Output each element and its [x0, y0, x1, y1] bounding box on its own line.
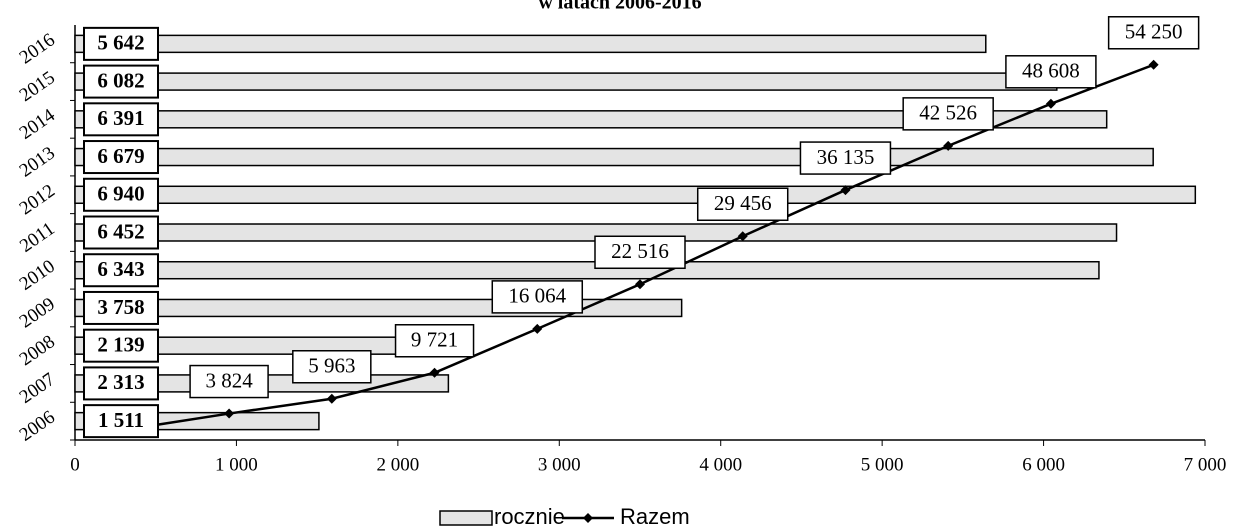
bar — [74, 72, 1058, 91]
y-tick-label: 2013 — [16, 143, 59, 182]
label-box — [83, 404, 159, 439]
bar — [74, 298, 683, 318]
line-value-label: 54 250 — [1125, 20, 1183, 44]
label-box — [902, 97, 994, 131]
bar — [74, 110, 1108, 129]
bar-value-label: 6 452 — [97, 219, 144, 243]
bar-value-label: 6 391 — [97, 106, 144, 130]
bar-value-label: 1 511 — [98, 408, 144, 432]
bar — [74, 34, 987, 54]
y-tick-label: 2008 — [16, 331, 59, 370]
label-box — [83, 177, 159, 212]
line-value-label: 36 135 — [817, 145, 875, 169]
label-box — [394, 324, 475, 358]
bar — [74, 185, 1197, 205]
marker — [635, 279, 645, 290]
marker — [1045, 98, 1056, 109]
label-box — [83, 253, 159, 288]
label-box — [83, 64, 159, 99]
x-tick-label: 3 000 — [538, 454, 581, 475]
x-tick-label: 4 000 — [699, 454, 742, 475]
x-tick-label: 5 000 — [861, 454, 904, 475]
label-box — [799, 141, 892, 175]
label-box — [83, 328, 159, 363]
marker — [224, 408, 235, 419]
marker — [532, 323, 543, 334]
y-tick-label: 2012 — [16, 180, 59, 219]
line-value-label: 22 516 — [611, 239, 669, 263]
y-tick-label: 2009 — [16, 294, 59, 333]
marker — [840, 185, 851, 196]
legend-swatch — [439, 510, 493, 526]
label-box — [83, 366, 159, 401]
line-value-label: 48 608 — [1022, 59, 1080, 83]
y-tick-label: 2010 — [16, 256, 59, 295]
line-value-label: 5 963 — [308, 354, 355, 378]
bar-value-label: 2 139 — [97, 332, 144, 356]
y-tick-label: 2006 — [16, 407, 59, 446]
y-tick-label: 2016 — [16, 29, 59, 68]
label-box — [83, 290, 159, 325]
line-value-label: 16 064 — [508, 284, 566, 308]
label-box — [1107, 16, 1200, 50]
chart-title: w latach 2006-2016 — [538, 0, 701, 14]
x-tick-label: 7 000 — [1184, 454, 1227, 475]
bar — [74, 260, 1100, 280]
bar-value-label: 6 343 — [97, 257, 144, 281]
legend-marker — [583, 513, 593, 523]
line-value-label: 42 526 — [919, 101, 977, 125]
x-tick-label: 0 — [70, 454, 80, 475]
x-tick-label: 2 000 — [376, 454, 419, 475]
bar-value-label: 6 082 — [97, 68, 144, 92]
legend-label: Razem — [620, 504, 690, 529]
label-box — [696, 187, 789, 222]
label-box — [292, 350, 372, 384]
marker — [1148, 59, 1159, 70]
y-tick-label: 2007 — [16, 369, 59, 408]
line-value-label: 3 824 — [205, 368, 253, 392]
bar-value-label: 6 679 — [97, 144, 144, 168]
line-value-label: 9 721 — [411, 328, 458, 352]
label-box — [1005, 55, 1097, 89]
label-box — [83, 140, 159, 175]
label-box — [189, 364, 269, 399]
y-tick-label: 2014 — [16, 105, 60, 144]
marker — [943, 140, 954, 151]
x-tick-label: 6 000 — [1022, 454, 1065, 475]
y-tick-label: 2015 — [16, 67, 59, 106]
bar-value-label: 3 758 — [97, 295, 144, 319]
line-value-label: 29 456 — [714, 191, 772, 215]
label-box — [491, 280, 584, 314]
y-tick-label: 2011 — [16, 218, 59, 257]
marker — [326, 393, 337, 404]
marker — [737, 231, 748, 242]
label-box — [594, 235, 686, 270]
bar — [74, 147, 1154, 167]
label-box — [83, 26, 159, 61]
marker — [429, 367, 440, 378]
x-tick-label: 1 000 — [215, 454, 258, 475]
bar-value-label: 2 313 — [97, 370, 144, 394]
legend-label: rocznie — [494, 504, 565, 529]
label-box — [83, 102, 159, 137]
bar-value-label: 5 642 — [97, 31, 144, 55]
label-box — [83, 215, 159, 250]
bar-value-label: 6 940 — [97, 182, 144, 206]
